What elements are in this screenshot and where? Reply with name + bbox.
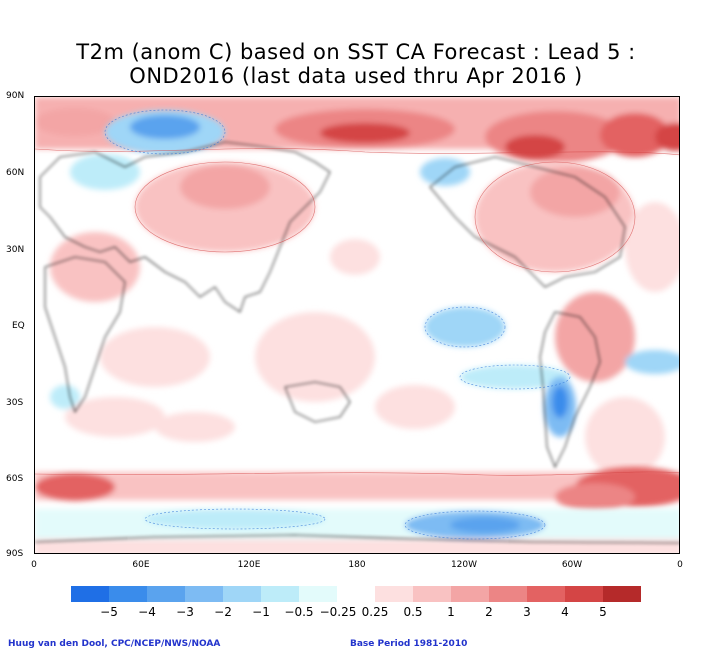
lat-label-60n: 60N: [6, 168, 25, 178]
colorbar: [71, 586, 641, 602]
colorbar-swatch: [185, 586, 223, 602]
base-period-note: Base Period 1981-2010: [350, 639, 468, 649]
lat-label-30s: 30S: [6, 398, 24, 408]
map-title-line-2: OND2016 (last data used thru Apr 2016 ): [129, 64, 583, 88]
colorbar-label: −1: [252, 605, 270, 619]
author-credit: Huug van den Dool, CPC/NCEP/NWS/NOAA: [8, 639, 221, 649]
anomaly-map: [34, 96, 680, 554]
colorbar-label: 0.5: [403, 605, 423, 619]
colorbar-swatch: [603, 586, 641, 602]
siberia-cool-anomaly: [70, 110, 470, 190]
arctic-warm-anomaly: [35, 97, 679, 163]
lat-label-60s: 60S: [6, 474, 24, 484]
colorbar-swatch: [261, 586, 299, 602]
colorbar-swatch: [375, 586, 413, 602]
anomaly-field-svg: [35, 97, 679, 553]
colorbar-label: 5: [599, 605, 607, 619]
colorbar-swatch: [299, 586, 337, 602]
lon-label-60e: 60E: [132, 560, 150, 570]
lon-label-180: 180: [348, 560, 366, 570]
colorbar-swatch: [337, 586, 375, 602]
colorbar-swatch: [527, 586, 565, 602]
colorbar-swatch: [489, 586, 527, 602]
lat-label-eq: EQ: [12, 321, 25, 331]
lat-label-90n: 90N: [6, 91, 25, 101]
lon-label-0-east: 0: [677, 560, 683, 570]
colorbar-swatch: [565, 586, 603, 602]
south-america-anomaly: [544, 377, 665, 477]
colorbar-swatch: [71, 586, 109, 602]
colorbar-swatch: [413, 586, 451, 602]
lon-label-120w: 120W: [450, 560, 478, 570]
colorbar-label: −5: [100, 605, 118, 619]
southern-ocean-warm-anomaly: [35, 467, 679, 511]
colorbar-swatch: [451, 586, 489, 602]
colorbar-label: −3: [176, 605, 194, 619]
colorbar-label: 0.25: [361, 605, 389, 619]
colorbar-label: 3: [523, 605, 531, 619]
cool-contours: [104, 109, 571, 540]
colorbar-label: −0.5: [284, 605, 314, 619]
colorbar-label: −0.25: [319, 605, 357, 619]
lon-label-120e: 120E: [237, 560, 261, 570]
colorbar-label: 2: [485, 605, 493, 619]
colorbar-swatch: [147, 586, 185, 602]
lon-label-60w: 60W: [561, 560, 583, 570]
lon-label-0: 0: [31, 560, 37, 570]
colorbar-swatch: [109, 586, 147, 602]
lat-label-30n: 30N: [6, 245, 25, 255]
northern-land-warm-anomaly: [50, 162, 679, 302]
colorbar-label: 4: [561, 605, 569, 619]
map-title-line-1: T2m (anom C) based on SST CA Forecast : …: [76, 40, 636, 64]
antarctic-cool-anomaly: [35, 509, 679, 553]
coastline-outlines: [35, 141, 679, 544]
colorbar-label: −4: [138, 605, 156, 619]
lat-label-90s: 90S: [6, 549, 24, 559]
colorbar-label: 1: [447, 605, 455, 619]
colorbar-swatch: [223, 586, 261, 602]
colorbar-label: −2: [214, 605, 232, 619]
